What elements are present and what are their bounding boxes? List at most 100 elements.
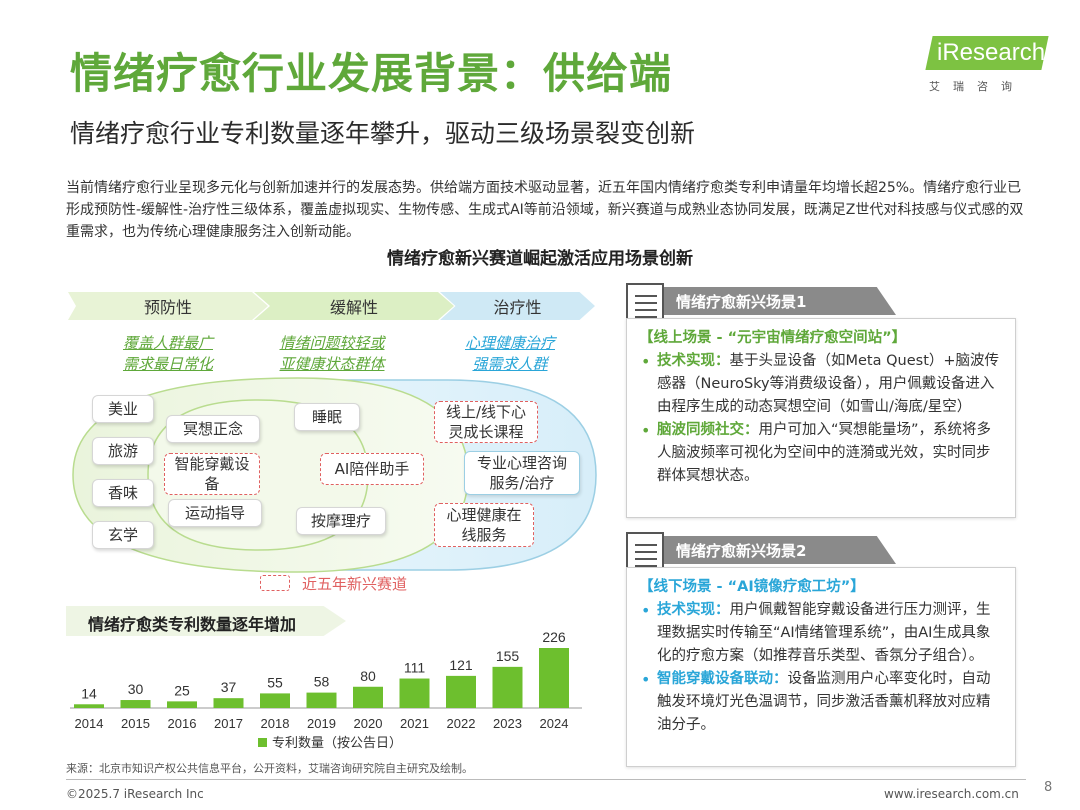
item-online-service: 心理健康在线服务 [434, 503, 534, 547]
tick-label-2015: 2015 [121, 716, 150, 731]
data-label-2021: 111 [404, 660, 425, 676]
scene2-bullet-2: 智能穿戴设备联动：设备监测用户心率变化时，自动触发环境灯光色温调节，同步激活香薰… [639, 668, 1003, 737]
scene1-card: 【线上场景 - “元宇宙情绪疗愈空间站”】 技术实现：基于头显设备（如Meta … [626, 318, 1016, 518]
scene2-bullet-2-text: 设备监测用户心率变化时，自动触发环境灯光色温调节，同步激活香薰机释放对应精油分子… [657, 671, 991, 733]
tick-label-2017: 2017 [214, 716, 243, 731]
phase-therapy-desc: 心理健康治疗 强需求人群 [430, 333, 590, 373]
phase-prevention-desc: 覆盖人群最广 需求最日常化 [88, 333, 248, 373]
bar-2014 [74, 704, 104, 708]
phase-relief-desc-2: 亚健康状态群体 [279, 355, 385, 373]
scene1-bullet-2: 脑波同频社交：用户可加入“冥想能量场”，系统将多人脑波频率可视化为空间中的涟漪或… [639, 419, 1003, 488]
bar-2015 [120, 700, 151, 708]
scene2-bullet-2-key: 智能穿戴设备联动： [657, 671, 788, 687]
scene1-bullet-1-text: 基于头显设备（如Meta Quest）+脑波传感器（NeuroSky等消费级设备… [657, 353, 1000, 415]
tick-label-2019: 2019 [307, 716, 336, 731]
logo-subtext: 艾瑞咨询 [929, 80, 1025, 93]
scene1-bullet-2-text: 用户可加入“冥想能量场”，系统将多人脑波频率可视化为空间中的涟漪或光效，实时同步… [657, 422, 992, 484]
bar-2019 [306, 692, 337, 708]
bar-2024 [539, 648, 569, 708]
scene2-bullet-1: 技术实现：用户佩戴智能穿戴设备进行压力测评，生理数据实时传输至“AI情绪管理系统… [639, 599, 1003, 668]
data-label-2017: 37 [221, 679, 237, 695]
legend-emerging-tracks: 近五年新兴赛道 [302, 575, 408, 593]
scene1-bullet-1-key: 技术实现： [657, 353, 730, 369]
item-sleep: 睡眠 [294, 403, 360, 431]
bar-2020 [353, 686, 383, 708]
legend-dashed-swatch [260, 575, 290, 591]
data-label-2024: 226 [542, 629, 566, 645]
tick-label-2023: 2023 [493, 716, 522, 731]
scene1-tab-label: 情绪疗愈新兴场景1 [676, 293, 807, 311]
tick-label-2020: 2020 [354, 716, 383, 731]
item-massage: 按摩理疗 [296, 507, 386, 535]
intro-paragraph: 当前情绪疗愈行业呈现多元化与创新加速并行的发展态势。供给端方面技术驱动显著，近五… [66, 180, 1024, 240]
legend-swatch [258, 738, 267, 747]
legend-label: 专利数量（按公告日） [272, 736, 402, 751]
item-exercise-guidance: 运动指导 [168, 499, 262, 527]
source-note: 来源：北京市知识产权公共信息平台，公开资料，艾瑞咨询研究院自主研究及绘制。 [66, 762, 473, 775]
bar-2023 [492, 666, 523, 708]
item-beauty: 美业 [92, 395, 154, 423]
bar-2017 [213, 698, 244, 708]
phase-therapy-desc-1: 心理健康治疗 [464, 334, 555, 352]
scene2-header: 情绪疗愈新兴场景2 [626, 532, 906, 578]
phase-prevention: 预防性 [68, 292, 268, 320]
data-label-2014: 14 [81, 685, 97, 701]
patent-bar-chart: 14 2014 30 2015 25 2016 37 2017 55 2018 58 2019 80 20… [70, 629, 582, 751]
tier-diagram: 美业 旅游 香味 玄学 冥想正念 智能穿戴设备 运动指导 睡眠 AI陪伴助手 按… [68, 375, 598, 575]
tick-label-2022: 2022 [447, 716, 476, 731]
phase-relief-desc-1: 情绪问题较轻或 [279, 334, 385, 352]
diagram-heading: 情绪疗愈新兴赛道崛起激活应用场景创新 [387, 249, 693, 269]
footer-divider [66, 779, 1026, 780]
item-travel: 旅游 [92, 437, 154, 465]
logo-text: iResearch [937, 39, 1046, 66]
phase-therapy-desc-2: 强需求人群 [472, 355, 548, 373]
data-label-2022: 121 [449, 657, 473, 673]
item-scent: 香味 [92, 479, 154, 507]
scene2-tab [656, 536, 896, 564]
scene1-heading: 【线上场景 - “元宇宙情绪疗愈空间站”】 [639, 330, 907, 346]
item-ai-companion: AI陪伴助手 [320, 453, 424, 485]
item-counseling: 专业心理咨询服务/治疗 [464, 451, 580, 495]
data-label-2018: 55 [267, 674, 283, 690]
scene1-bullet-1: 技术实现：基于头显设备（如Meta Quest）+脑波传感器（NeuroSky等… [639, 350, 1003, 419]
iresearch-logo: iResearch 艾瑞咨询 [925, 36, 1049, 96]
bar-2016 [167, 701, 197, 708]
scene1-tab [656, 287, 896, 315]
phase-prevention-desc-1: 覆盖人群最广 [122, 334, 213, 352]
bar-2021 [399, 678, 430, 708]
data-label-2023: 155 [496, 648, 520, 664]
page-subtitle: 情绪疗愈行业专利数量逐年攀升，驱动三级场景裂变创新 [70, 119, 696, 148]
tick-label-2024: 2024 [540, 716, 569, 731]
tick-label-2014: 2014 [75, 716, 104, 731]
phase-therapy: 治疗性 [440, 292, 595, 320]
scene2-card: 【线下场景 - “AI镜像疗愈工坊”】 技术实现：用户佩戴智能穿戴设备进行压力测… [626, 567, 1016, 767]
patent-chart-banner [66, 606, 346, 636]
item-smart-wearables: 智能穿戴设备 [164, 453, 260, 495]
data-label-2015: 30 [128, 681, 144, 697]
bar-2018 [260, 693, 290, 708]
tick-label-2021: 2021 [400, 716, 429, 731]
scene1-bullet-2-key: 脑波同频社交： [657, 422, 759, 438]
page-number: 8 [1044, 780, 1053, 795]
item-metaphysics: 玄学 [92, 521, 154, 549]
website-link[interactable]: www.iresearch.com.cn [884, 787, 1019, 801]
phase-prevention-desc-2: 需求最日常化 [122, 355, 213, 373]
phase-relief-desc: 情绪问题较轻或 亚健康状态群体 [252, 333, 412, 373]
tick-label-2016: 2016 [168, 716, 197, 731]
item-meditation: 冥想正念 [166, 415, 260, 443]
copyright: ©2025.7 iResearch Inc [66, 787, 204, 801]
page-title: 情绪疗愈行业发展背景：供给端 [70, 49, 673, 98]
data-label-2016: 25 [174, 682, 190, 698]
data-label-2020: 80 [360, 668, 376, 684]
tick-label-2018: 2018 [261, 716, 290, 731]
scene2-bullet-1-key: 技术实现： [657, 602, 730, 618]
patent-chart-title: 情绪疗愈类专利数量逐年增加 [88, 615, 297, 634]
data-label-2019: 58 [314, 674, 330, 690]
scene1-header: 情绪疗愈新兴场景1 [626, 283, 906, 329]
scene2-heading: 【线下场景 - “AI镜像疗愈工坊”】 [639, 579, 865, 595]
item-growth-course: 线上/线下心灵成长课程 [434, 401, 538, 443]
bar-2022 [446, 675, 476, 708]
scene2-bullet-1-text: 用户佩戴智能穿戴设备进行压力测评，生理数据实时传输至“AI情绪管理系统”，由AI… [657, 602, 991, 664]
scene2-tab-label: 情绪疗愈新兴场景2 [676, 542, 807, 560]
phase-relief: 缓解性 [254, 292, 454, 320]
